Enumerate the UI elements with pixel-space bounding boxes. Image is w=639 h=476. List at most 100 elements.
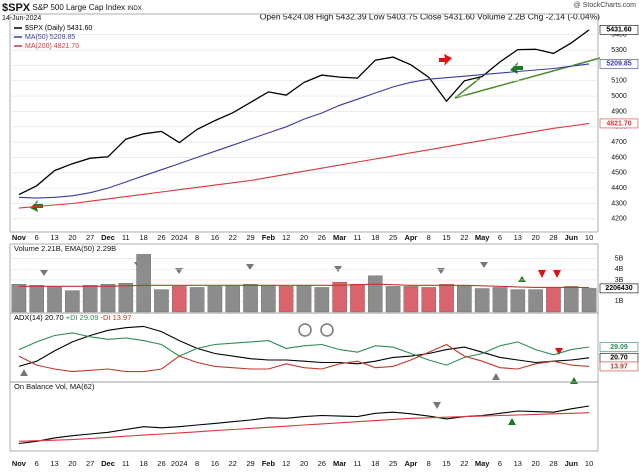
y-tick-label: 1B xyxy=(615,298,624,305)
x-tick-label: Dec xyxy=(101,233,115,242)
x-tick-label: 20 xyxy=(300,459,308,468)
trend-line xyxy=(454,57,601,99)
value-tag-label: 5431.60 xyxy=(606,27,631,34)
volume-bar xyxy=(207,286,223,313)
quote: Open 5424.08 High 5432.39 Low 5403.75 Cl… xyxy=(260,11,600,21)
panel-frame xyxy=(9,13,599,233)
x-tick-label: 6 xyxy=(35,233,39,242)
x-tick-label: 29 xyxy=(246,459,254,468)
series-line xyxy=(18,332,590,366)
panel-frame xyxy=(9,381,599,452)
volume-bar xyxy=(82,285,98,313)
y-tick-label: 4400 xyxy=(611,185,627,192)
x-tick-label: 15 xyxy=(442,233,450,242)
y-tick-label: 5B xyxy=(615,255,624,262)
value-tag xyxy=(599,118,639,129)
x-tick-label: 8 xyxy=(195,459,199,468)
volume-bar xyxy=(332,281,347,313)
x-tick-label: 22 xyxy=(229,459,237,468)
legend-label: MA(200) 4821.70 xyxy=(25,43,79,50)
volume-bar xyxy=(403,286,419,313)
trend-line xyxy=(454,77,481,99)
circle-marker xyxy=(320,323,334,337)
x-tick-label: 12 xyxy=(282,459,290,468)
x-tick-label: 18 xyxy=(371,233,379,242)
x-tick-label: 8 xyxy=(427,459,431,468)
x-tick-label: 26 xyxy=(318,459,326,468)
x-tick-label: 10 xyxy=(585,233,593,242)
value-tag-label: 2206430 xyxy=(605,285,632,292)
panel-title: On Balance Vol, MA(62) xyxy=(14,382,95,391)
y-tick-label: 5000 xyxy=(611,93,627,100)
series-line xyxy=(18,29,590,196)
x-tick-label: 26 xyxy=(318,233,326,242)
x-tick-label: May xyxy=(475,233,490,242)
x-tick-label: 22 xyxy=(460,233,468,242)
x-tick-label: 18 xyxy=(371,459,379,468)
value-tag-label: 13.97 xyxy=(610,363,628,370)
volume-bar xyxy=(296,285,312,313)
arrow xyxy=(439,54,452,66)
volume-bar xyxy=(367,275,383,313)
volume-bar xyxy=(29,285,45,313)
series-line xyxy=(18,405,590,445)
y-tick-label: 4700 xyxy=(611,139,627,146)
volume-bar xyxy=(350,284,365,313)
volume-bar xyxy=(65,290,80,313)
volume-bar xyxy=(385,286,401,313)
series-line xyxy=(18,122,590,209)
x-tick-label: 25 xyxy=(389,459,397,468)
arrow xyxy=(508,377,578,425)
volume-bar xyxy=(492,287,508,313)
arrow xyxy=(510,62,523,74)
volume-bar xyxy=(457,285,472,313)
index-name: S&P 500 Large Cap Index xyxy=(32,3,125,12)
volume-bar xyxy=(474,288,490,313)
x-tick-label: 6 xyxy=(35,459,39,468)
value-tag xyxy=(599,25,639,35)
volume-bar xyxy=(439,284,454,313)
x-tick-label: 15 xyxy=(442,459,450,468)
volume-bar xyxy=(189,287,205,313)
arrow xyxy=(555,348,563,355)
x-tick-label: May xyxy=(475,459,490,468)
x-tick-label: 26 xyxy=(157,233,165,242)
x-tick-label: 20 xyxy=(68,233,76,242)
y-tick-label: 3B xyxy=(615,277,624,284)
series-line xyxy=(18,283,590,289)
x-tick-label: 27 xyxy=(86,233,94,242)
value-tag xyxy=(599,59,639,69)
volume-bar xyxy=(243,284,258,313)
x-tick-label: 25 xyxy=(389,233,397,242)
volume-bar xyxy=(11,284,27,313)
x-tick-label: 13 xyxy=(50,459,58,468)
x-tick-label: 2024 xyxy=(171,459,188,468)
volume-bar xyxy=(278,286,294,313)
value-tag xyxy=(599,283,639,294)
arrow xyxy=(433,402,441,409)
x-tick-label: 13 xyxy=(514,233,522,242)
circle-marker xyxy=(298,323,312,337)
x-tick-label: 2024 xyxy=(171,233,188,242)
legend-label: ADX(14) 20.70 xyxy=(14,313,64,322)
value-tag-label: 5209.85 xyxy=(606,61,631,68)
y-tick-label: 4300 xyxy=(611,200,627,207)
arrow xyxy=(538,270,561,278)
volume-bar xyxy=(421,287,437,313)
volume-bar xyxy=(261,285,276,313)
x-tick-label: 18 xyxy=(139,233,147,242)
x-tick-label: 8 xyxy=(195,233,199,242)
series-line xyxy=(18,343,590,373)
x-tick-label: 6 xyxy=(498,459,502,468)
arrow xyxy=(518,276,526,282)
y-tick-label: 4900 xyxy=(611,108,627,115)
x-tick-label: 20 xyxy=(300,233,308,242)
legend-label: $SPX (Daily) 5431.60 xyxy=(25,25,92,32)
x-tick-label: Apr xyxy=(404,233,417,242)
y-tick-label: 5100 xyxy=(611,78,627,85)
volume-bar xyxy=(510,289,526,313)
y-tick-label: 4600 xyxy=(611,154,627,161)
volume-bar xyxy=(314,287,330,313)
volume-bar xyxy=(47,286,62,313)
volume-bar xyxy=(225,285,241,313)
